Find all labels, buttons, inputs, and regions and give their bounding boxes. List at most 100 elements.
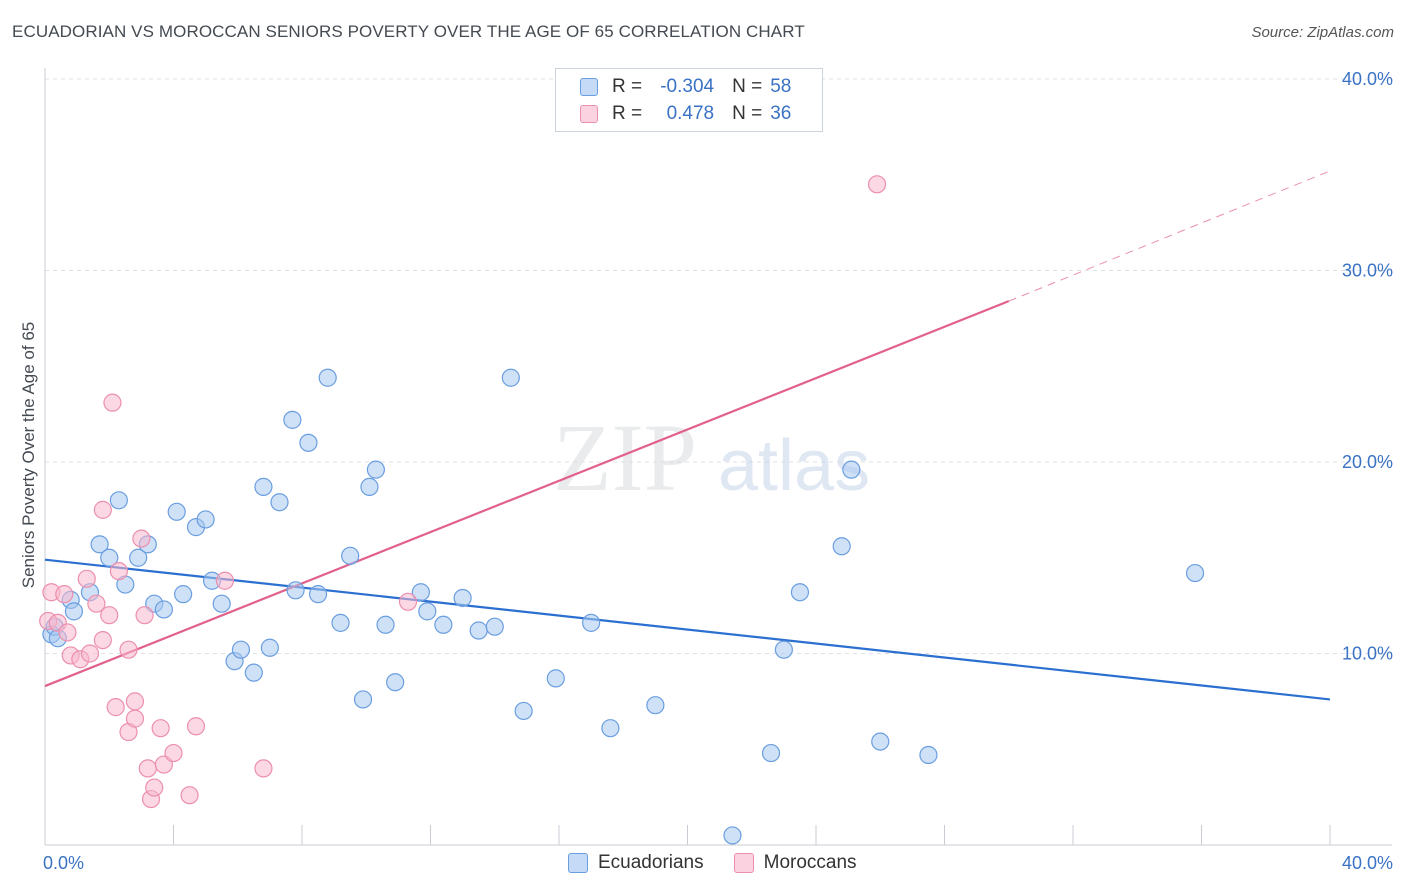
point-moroccan (254, 759, 273, 778)
point-ecuadorian (453, 588, 472, 608)
point-moroccan (867, 175, 887, 194)
point-moroccan (109, 562, 128, 581)
point-ecuadorian (196, 510, 215, 529)
x-tick-label: 40.0% (1342, 853, 1393, 873)
point-ecuadorian (919, 745, 938, 765)
point-ecuadorian (90, 535, 109, 554)
legend-r-label: R = (612, 103, 643, 124)
trend-lines (44, 170, 1331, 701)
point-ecuadorian (723, 826, 742, 845)
point-ecuadorian (485, 617, 504, 636)
point-moroccan (132, 529, 151, 548)
point-ecuadorian (582, 613, 601, 632)
point-ecuadorian (283, 410, 302, 429)
point-ecuadorian (244, 663, 263, 682)
legend-swatch-pink (733, 853, 754, 873)
point-moroccan (135, 606, 154, 625)
point-ecuadorian (360, 477, 379, 496)
point-ecuadorian (154, 600, 173, 619)
point-ecuadorian (871, 732, 890, 751)
point-moroccan (119, 640, 138, 659)
point-moroccan (164, 743, 183, 763)
point-ecuadorian (469, 621, 488, 640)
point-moroccan (186, 717, 206, 736)
point-ecuadorian (418, 602, 437, 621)
point-ecuadorian (299, 433, 318, 452)
point-ecuadorian (353, 690, 373, 709)
point-ecuadorian (231, 640, 251, 659)
trend-line (1008, 170, 1331, 302)
legend-n-label: N = (732, 103, 763, 124)
point-moroccan (87, 594, 106, 613)
y-tick-label: 40.0% (1342, 69, 1393, 89)
point-moroccan (151, 719, 170, 738)
legend-swatch-blue (568, 853, 588, 873)
point-ecuadorian (832, 537, 851, 556)
point-ecuadorian (167, 502, 186, 521)
point-ecuadorian (308, 585, 328, 604)
legend-swatch-pink (580, 105, 598, 123)
point-ecuadorian (212, 594, 231, 613)
point-ecuadorian (286, 581, 305, 600)
point-moroccan (145, 778, 164, 797)
x-tick-label: 0.0% (43, 853, 84, 873)
tick-labels: 10.0% 20.0% 30.0% 40.0% 0.0% 40.0% (43, 69, 1393, 873)
point-ecuadorian (601, 719, 620, 738)
point-ecuadorian (761, 743, 781, 763)
y-tick-label: 10.0% (1342, 644, 1393, 664)
point-ecuadorian (501, 368, 520, 387)
legend-item-ecuadorians[interactable]: Ecuadorians (568, 852, 704, 874)
point-ecuadorian (260, 638, 279, 657)
point-ecuadorian (64, 602, 84, 621)
point-moroccan (180, 786, 199, 805)
legend-r-label: R = (612, 76, 643, 97)
trend-line (44, 300, 1010, 688)
legend-label-ecuadorians: Ecuadorians (598, 852, 704, 873)
y-tick-label: 30.0% (1342, 261, 1393, 281)
legend-label-moroccans: Moroccans (763, 852, 857, 873)
chart-title: ECUADORIAN VS MOROCCAN SENIORS POVERTY O… (12, 22, 805, 41)
legend-n-value: 58 (770, 76, 792, 97)
point-moroccan (106, 698, 125, 717)
point-ecuadorian (514, 701, 533, 721)
point-ecuadorian (100, 548, 119, 567)
point-moroccan (125, 692, 145, 711)
point-ecuadorian (646, 696, 665, 715)
point-ecuadorian (366, 460, 385, 479)
legend-r-value: 0.478 (666, 103, 715, 124)
y-axis-label: Seniors Poverty Over the Age of 65 (19, 322, 38, 588)
point-ecuadorian (790, 583, 810, 602)
legend-n-label: N = (732, 76, 763, 97)
point-ecuadorian (331, 613, 350, 632)
point-moroccan (100, 606, 119, 625)
y-tick-label: 20.0% (1342, 452, 1393, 472)
point-ecuadorian (318, 368, 337, 387)
legend-r-value: -0.304 (660, 76, 715, 97)
point-ecuadorian (174, 585, 193, 604)
point-moroccan (103, 393, 122, 412)
point-ecuadorian (546, 669, 565, 688)
legend-item-moroccans[interactable]: Moroccans (733, 852, 857, 874)
point-ecuadorian (341, 546, 360, 565)
point-moroccan (125, 709, 145, 728)
point-ecuadorian (129, 548, 148, 567)
point-ecuadorian (434, 615, 453, 634)
source-label: Source: ZipAtlas.com (1251, 24, 1394, 41)
point-moroccan (398, 592, 418, 611)
legend-swatch-blue (580, 78, 598, 96)
legend-row-moroccans: R = 0.478 N = 36 (580, 101, 791, 127)
point-moroccan (77, 569, 96, 588)
trend-line (44, 558, 1331, 701)
point-ecuadorian (842, 460, 861, 479)
point-ecuadorian (254, 477, 273, 496)
point-ecuadorian (774, 640, 793, 659)
point-ecuadorian (1185, 563, 1205, 583)
point-moroccan (215, 571, 234, 590)
legend-row-ecuadorians: R = -0.304 N = 58 (580, 74, 791, 100)
point-moroccan (80, 644, 100, 663)
point-moroccan (138, 759, 157, 778)
point-ecuadorian (411, 583, 430, 602)
point-ecuadorian (270, 493, 289, 512)
point-moroccan (93, 500, 112, 519)
